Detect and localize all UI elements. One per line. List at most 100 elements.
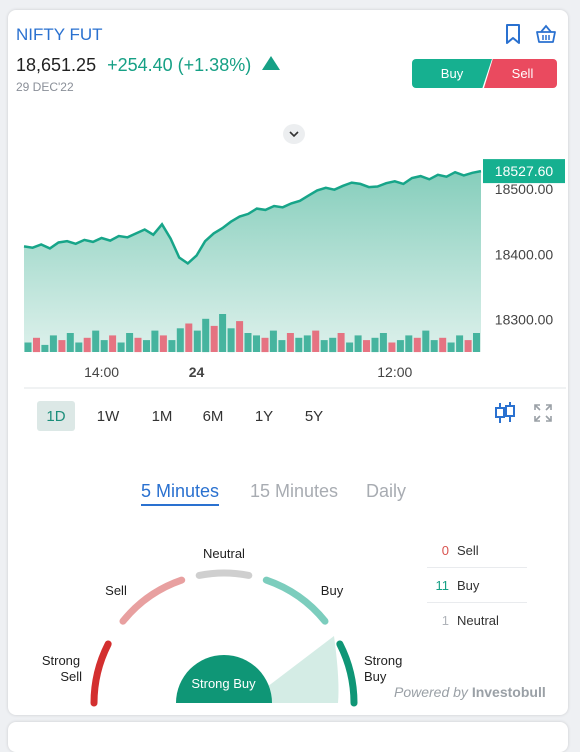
y-tick-label: 18500.00 [495,181,554,197]
chevron-down-icon[interactable] [283,124,305,144]
volume-bar [236,321,244,352]
volume-bar [261,337,269,353]
volume-bar [269,330,277,352]
tab-5-minutes[interactable]: 5 Minutes [141,481,220,506]
expand-icon[interactable] [533,403,553,428]
technical-summary: 0 Sell 11 Buy 1 Neutral [427,533,527,637]
volume-bar [210,325,218,352]
price-chart[interactable]: 18300.00 18400.00 18500.00 18527.60 14:00 24… [0,0,580,400]
up-triangle-icon [262,56,281,70]
volume-bar [422,330,430,352]
gauge-label-neutral: Neutral [203,546,245,561]
volume-bar [439,337,447,353]
volume-bar [303,335,311,352]
gauge-segment-strong-buy [336,640,358,707]
strong-buy-indicator [176,655,272,703]
price-area [24,171,481,352]
gauge-label-strong-sell: Strong Sell [34,653,88,685]
volume-bar [354,335,362,352]
timeframe-1d[interactable]: 1D [37,401,75,431]
volume-bar [75,342,83,352]
volume-bar [58,340,66,352]
timeframe-1m[interactable]: 1M [151,407,173,425]
technical-row-neutral: 1 Neutral [427,603,527,637]
gauge-segment-strong-sell [90,640,112,707]
timeframe-1w[interactable]: 1W [96,407,120,425]
volume-bar [413,337,421,353]
volume-bar [278,340,286,352]
volume-bar [66,333,74,352]
volume-bar [92,330,100,352]
volume-bar [193,330,201,352]
volume-bar [244,333,252,352]
technical-row-sell: 0 Sell [427,533,527,568]
volume-bar [185,323,193,352]
price-row: 18,651.25 +254.40 (+1.38%) [16,55,281,76]
gauge-label-strong-buy: Strong Buy [364,653,418,685]
gauge-segment-buy [262,576,329,625]
volume-bar [33,337,40,353]
last-price: 18,651.25 [16,55,97,75]
price-line [23,169,482,265]
powered-by[interactable]: Powered by Investobull [394,684,546,700]
x-tick-label: 24 [189,364,205,380]
sell-button[interactable]: Sell [484,59,557,88]
technical-label: Sell [457,542,479,558]
instrument-name[interactable]: NIFTY FUT [16,25,103,44]
timeframe-1y[interactable]: 1Y [254,407,274,425]
volume-bar [143,340,150,352]
volume-bar [126,333,134,352]
gauge-segment-neutral [195,569,253,579]
volume-bar [388,342,396,352]
technical-label: Buy [457,577,480,593]
volume-bar [117,342,125,352]
volume-bar [430,340,438,352]
timeframe-6m[interactable]: 6M [202,407,224,425]
tab-15-minutes[interactable]: 15 Minutes [250,481,339,501]
gauge-label-buy: Buy [320,583,344,598]
x-tick-label: 14:00 [84,364,119,380]
volume-bar [168,340,176,352]
last-price-tag [483,159,565,184]
gauge-label-sell: Sell [105,583,127,598]
powered-by-brand: Investobull [471,684,546,700]
volume-bar [464,340,472,352]
gauge-result: Strong Buy [191,676,256,691]
gauge-label-strong-sell-line2: Sell [60,669,82,684]
y-tick-label: 18400.00 [495,246,554,262]
bookmark-icon[interactable] [504,23,522,50]
technical-count: 0 [441,542,449,558]
volume-bar [363,340,370,352]
timeframe-5y[interactable]: 5Y [304,407,324,425]
candlestick-icon[interactable] [493,401,517,430]
volume-bar [219,314,227,352]
price-date: 29 DEC'22 [16,80,74,94]
technical-count: 11 [435,577,450,593]
volume-bar [329,337,337,353]
tab-daily[interactable]: Daily [366,481,407,501]
volume-bar [49,335,57,352]
volume-bar [176,328,184,353]
volume-bar [405,335,413,352]
volume-bar [371,337,379,353]
volume-bar [109,335,117,352]
volume-bar [473,333,480,352]
volume-bar [447,342,455,352]
volume-bar [227,328,235,353]
volume-bar [100,340,108,352]
last-price-tag-label: 18527.60 [495,163,554,179]
buy-button[interactable]: Buy [412,59,492,88]
volume-bar [286,333,294,352]
sentiment-gauge [90,569,358,707]
volume-bar [337,333,345,352]
price-change: +254.40 (+1.38%) [107,55,252,75]
technical-count: 1 [441,612,449,628]
volume-bar [134,337,142,353]
y-tick-label: 18300.00 [495,311,554,327]
volume-bar [24,342,32,352]
gauge-needle-shade [246,636,339,703]
basket-icon[interactable] [535,24,557,49]
volume-bar [346,342,354,352]
volume-bar [159,335,167,352]
gauge-label-strong-buy-line2: Buy [364,669,387,684]
